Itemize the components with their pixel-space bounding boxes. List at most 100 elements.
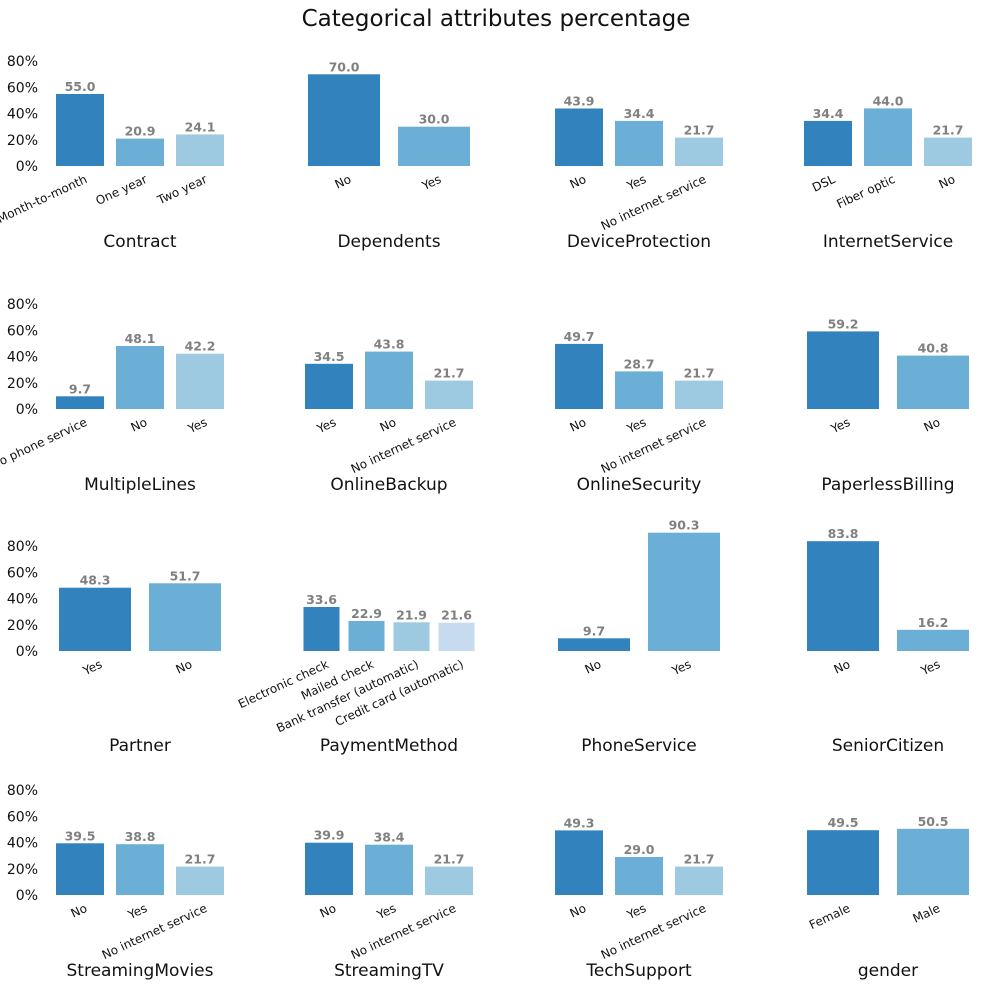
bar-contract-two-year <box>176 134 224 166</box>
data-label: 34.5 <box>314 349 345 364</box>
bar-seniorcitizen-yes <box>897 629 969 651</box>
bar-paymentmethod-mailed-check <box>348 621 385 651</box>
data-label: 9.7 <box>69 381 91 396</box>
x-tick-label: DSL <box>810 172 838 195</box>
x-tick-label: Fiber optic <box>835 172 898 211</box>
data-label: 9.7 <box>583 623 605 638</box>
bar-dependents-yes <box>398 126 470 166</box>
data-label: 16.2 <box>918 615 949 630</box>
bar-phoneservice-yes <box>648 532 720 651</box>
bar-streamingtv-no <box>305 842 353 895</box>
panel-title: OnlineBackup <box>330 475 447 495</box>
y-tick-label: 0% <box>16 888 38 904</box>
bar-streamingmovies-no-internet-service <box>176 866 224 895</box>
x-tick-label: No <box>568 415 589 435</box>
y-tick-label: 60% <box>7 323 38 339</box>
data-label: 21.7 <box>434 366 465 381</box>
data-label: 22.9 <box>351 606 382 621</box>
figure-title: Categorical attributes percentage <box>302 6 691 32</box>
panel-title: OnlineSecurity <box>577 475 702 495</box>
bar-internetservice-no <box>924 137 972 166</box>
bar-onlinebackup-no <box>365 351 413 409</box>
x-tick-label: Yes <box>669 657 693 678</box>
bar-internetservice-fiber-optic <box>864 108 912 166</box>
bar-techsupport-no <box>555 830 603 895</box>
x-tick-label: No internet service <box>599 901 709 962</box>
x-tick-label: One year <box>93 172 149 208</box>
bar-onlinesecurity-no <box>555 343 603 409</box>
data-label: 21.7 <box>933 123 964 138</box>
y-tick-label: 40% <box>7 592 38 608</box>
bar-streamingtv-no-internet-service <box>425 866 473 895</box>
x-tick-label: Yes <box>624 415 648 436</box>
data-label: 90.3 <box>669 518 700 533</box>
bar-paymentmethod-credit-card-automatic <box>438 622 475 651</box>
x-tick-label: No <box>832 657 853 677</box>
data-label: 38.8 <box>125 829 156 844</box>
bar-contract-month-to-month <box>56 94 104 166</box>
x-tick-label: No <box>318 901 339 921</box>
x-tick-label: Yes <box>918 657 942 678</box>
bar-streamingtv-yes <box>365 844 413 895</box>
x-tick-label: Yes <box>624 172 648 193</box>
data-label: 49.3 <box>564 815 595 830</box>
x-tick-label: No phone service <box>0 415 89 472</box>
bar-seniorcitizen-no <box>807 541 879 651</box>
bar-streamingmovies-yes <box>116 844 164 895</box>
data-label: 20.9 <box>125 124 156 139</box>
bar-multiplelines-yes <box>176 353 224 409</box>
data-label: 48.1 <box>125 331 156 346</box>
data-label: 21.7 <box>434 852 465 867</box>
x-tick-label: Yes <box>185 415 209 436</box>
y-tick-label: 80% <box>7 297 38 313</box>
panel-title: StreamingMovies <box>67 961 214 981</box>
data-label: 50.5 <box>918 814 949 829</box>
y-tick-label: 40% <box>7 107 38 123</box>
x-tick-label: No internet service <box>599 172 709 233</box>
panel-title: TechSupport <box>585 961 692 981</box>
data-label: 34.4 <box>624 106 655 121</box>
x-tick-label: Yes <box>419 172 443 193</box>
x-tick-label: No internet service <box>100 901 210 962</box>
y-tick-label: 80% <box>7 783 38 799</box>
data-label: 21.7 <box>684 366 715 381</box>
panel-title: SeniorCitizen <box>832 736 944 756</box>
bar-onlinebackup-no-internet-service <box>425 380 473 409</box>
bar-gender-male <box>897 828 969 895</box>
y-tick-label: 20% <box>7 376 38 392</box>
y-tick-label: 60% <box>7 809 38 825</box>
x-tick-label: Yes <box>80 657 104 678</box>
panel-title: PaymentMethod <box>320 736 458 756</box>
bar-partner-no <box>149 583 221 651</box>
x-tick-label: Yes <box>314 415 338 436</box>
bar-deviceprotection-yes <box>615 120 663 166</box>
x-tick-label: No <box>568 172 589 192</box>
x-tick-label: Two year <box>154 172 209 208</box>
bar-dependents-no <box>308 74 380 166</box>
x-tick-label: Female <box>807 901 852 932</box>
bar-techsupport-yes <box>615 857 663 895</box>
y-tick-label: 0% <box>16 644 38 660</box>
bar-multiplelines-no <box>116 346 164 409</box>
x-tick-label: Male <box>911 901 943 926</box>
bar-deviceprotection-no-internet-service <box>675 137 723 166</box>
data-label: 43.9 <box>564 94 595 109</box>
bar-paymentmethod-electronic-check <box>303 607 340 651</box>
data-label: 51.7 <box>170 568 201 583</box>
data-label: 21.6 <box>441 608 472 623</box>
data-label: 49.7 <box>564 329 595 344</box>
panel-title: PhoneService <box>581 736 697 756</box>
y-tick-label: 20% <box>7 862 38 878</box>
data-label: 28.7 <box>624 356 655 371</box>
bar-internetservice-dsl <box>804 120 852 166</box>
panel-title: StreamingTV <box>334 961 444 981</box>
data-label: 43.8 <box>374 337 405 352</box>
data-label: 38.4 <box>374 830 405 845</box>
panel-title: Dependents <box>337 232 440 252</box>
x-tick-label: Yes <box>374 901 398 922</box>
y-tick-label: 60% <box>7 80 38 96</box>
x-tick-label: No internet service <box>349 901 459 962</box>
bar-onlinebackup-yes <box>305 363 353 409</box>
bar-partner-yes <box>59 587 131 651</box>
